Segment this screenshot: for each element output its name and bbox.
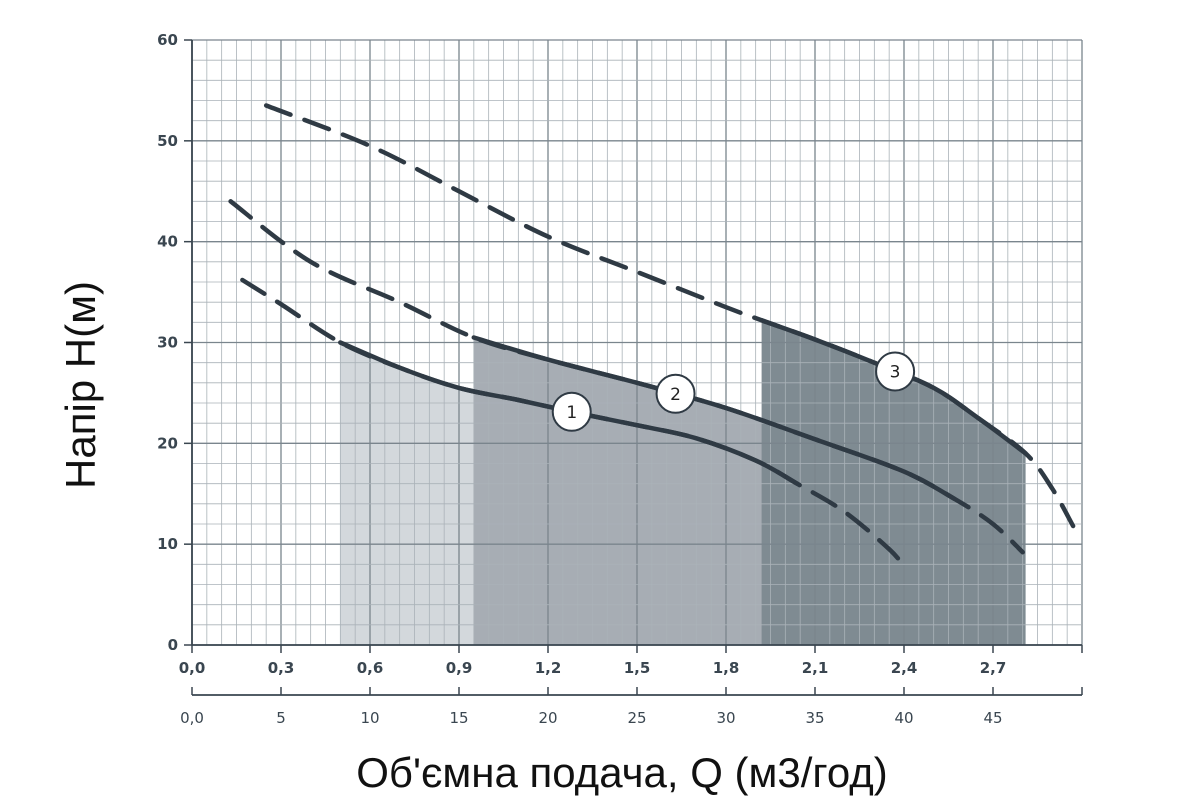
x-tick-label-primary: 0,9 xyxy=(446,659,473,677)
grid xyxy=(191,39,1083,646)
x-tick-label-primary: 1,5 xyxy=(624,659,651,677)
curve-badge-1 xyxy=(551,391,592,432)
y-tick-labels: 0 10 20 30 40 50 60 xyxy=(157,31,178,654)
curve-badge-3 xyxy=(875,351,916,392)
x-tick-label-primary: 0,6 xyxy=(357,659,384,677)
x-tick-label-secondary: 20 xyxy=(538,709,557,727)
y-tick-label: 60 xyxy=(157,31,178,49)
curve-badge-label-1: 1 xyxy=(566,403,577,423)
curve-badge-2 xyxy=(655,373,696,414)
x-tick-labels-secondary: 0,0 5 10 15 20 25 30 35 40 45 xyxy=(180,709,1002,727)
x-tick-label-secondary: 5 xyxy=(276,709,286,727)
x-tick-label-primary: 0,0 xyxy=(179,659,206,677)
x-tick-label-primary: 0,3 xyxy=(268,659,295,677)
x-tick-label-secondary: 35 xyxy=(805,709,824,727)
x-tick-label-secondary: 10 xyxy=(360,709,379,727)
x-tick-label-secondary: 40 xyxy=(894,709,913,727)
y-tick-label: 50 xyxy=(157,132,178,150)
x-tick-label-primary: 2,1 xyxy=(802,659,829,677)
x-tick-labels-primary: 0,0 0,3 0,6 0,9 1,2 1,5 1,8 2,1 2,4 2,7 xyxy=(179,659,1007,677)
y-tick-label: 30 xyxy=(157,334,178,352)
x-tick-label-secondary: 0,0 xyxy=(180,709,204,727)
curve-badge-label-2: 2 xyxy=(670,385,681,405)
curve-badge-label-3: 3 xyxy=(890,362,901,382)
y-tick-label: 40 xyxy=(157,233,178,251)
x-tick-label-secondary: 30 xyxy=(716,709,735,727)
curve-labels: 1 2 3 xyxy=(551,351,916,432)
x-tick-label-secondary: 25 xyxy=(627,709,646,727)
curve-2-solid xyxy=(471,335,957,502)
axes xyxy=(184,39,1083,696)
y-axis-title: Напір H(м) xyxy=(57,281,104,489)
x-axis-title: Об'ємна подача, Q (м3/год) xyxy=(356,749,888,796)
x-tick-label-primary: 2,7 xyxy=(980,659,1007,677)
y-tick-label: 20 xyxy=(157,434,178,452)
y-tick-label: 10 xyxy=(157,535,178,553)
y-tick-label: 0 xyxy=(168,636,178,654)
working-range-fill-3 xyxy=(761,320,1026,645)
x-tick-label-secondary: 15 xyxy=(449,709,468,727)
x-tick-label-secondary: 45 xyxy=(983,709,1002,727)
x-tick-label-primary: 1,8 xyxy=(713,659,740,677)
x-tick-label-primary: 2,4 xyxy=(891,659,918,677)
x-tick-label-primary: 1,2 xyxy=(535,659,562,677)
